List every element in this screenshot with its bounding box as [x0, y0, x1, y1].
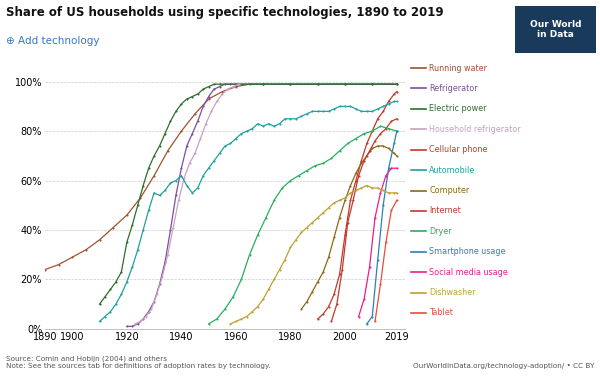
Text: Tablet: Tablet: [429, 308, 453, 318]
Text: Dishwasher: Dishwasher: [429, 288, 476, 297]
Text: Refrigerator: Refrigerator: [429, 84, 478, 93]
Text: Smartphone usage: Smartphone usage: [429, 247, 506, 256]
Text: Running water: Running water: [429, 64, 487, 73]
Text: Share of US households using specific technologies, 1890 to 2019: Share of US households using specific te…: [6, 6, 443, 19]
Text: Electric power: Electric power: [429, 104, 487, 113]
Text: Household refrigerator: Household refrigerator: [429, 125, 521, 134]
Text: Social media usage: Social media usage: [429, 268, 508, 277]
Text: Computer: Computer: [429, 186, 469, 195]
Text: Dryer: Dryer: [429, 227, 452, 236]
Text: Automobile: Automobile: [429, 166, 475, 175]
Text: Cellular phone: Cellular phone: [429, 145, 487, 154]
Text: Our World
in Data: Our World in Data: [530, 20, 581, 39]
Text: Internet: Internet: [429, 206, 461, 215]
Text: Source: Comin and Hobijn (2004) and others
Note: See the sources tab for definit: Source: Comin and Hobijn (2004) and othe…: [6, 355, 271, 369]
Text: OurWorldInData.org/technology-adoption/ • CC BY: OurWorldInData.org/technology-adoption/ …: [413, 363, 594, 369]
Text: ⊕ Add technology: ⊕ Add technology: [6, 36, 100, 46]
